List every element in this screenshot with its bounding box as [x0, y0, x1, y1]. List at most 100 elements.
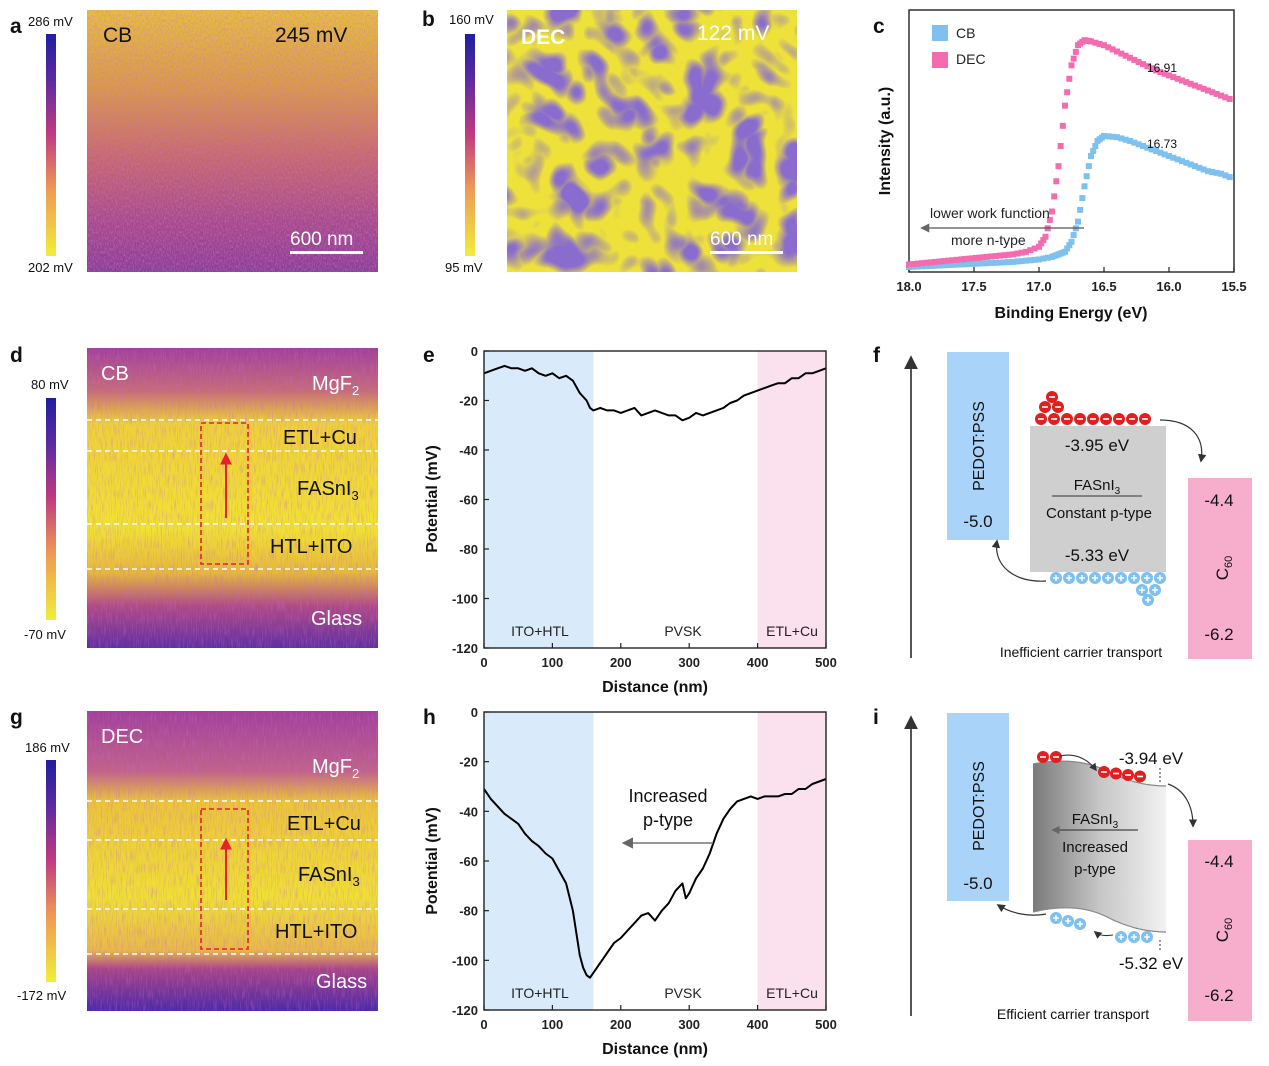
point-cb: [1131, 139, 1138, 146]
panel-letter-d: d: [10, 344, 23, 367]
region-band: [757, 712, 826, 1010]
y-tick-label: -40: [459, 443, 478, 458]
point-cb: [1183, 159, 1190, 166]
fasni-band-i: [1033, 761, 1166, 932]
point-cb: [940, 262, 947, 269]
point-dec: [919, 260, 925, 267]
point-dec: [1222, 94, 1229, 101]
point-cb: [1085, 163, 1092, 170]
point-cb: [1148, 146, 1155, 153]
c60-label-f: C60: [1213, 556, 1235, 581]
point-dec: [949, 257, 956, 264]
regions-h: [484, 712, 826, 1010]
c60-level-bot-i: -6.2: [1204, 986, 1233, 1005]
point-dec: [1072, 48, 1079, 55]
x-tick-label: 500: [815, 655, 837, 670]
x-tick-label-c: 16.5: [1091, 279, 1116, 294]
c60-sub: 60: [1223, 918, 1235, 930]
point-cb: [1209, 169, 1216, 176]
point-dec: [936, 258, 943, 265]
y-tick-label: 0: [471, 705, 478, 720]
point-cb: [919, 263, 925, 270]
point-cb: [1109, 133, 1116, 140]
layer-label-g-mgf2: MgF2: [312, 756, 359, 781]
point-dec: [906, 261, 912, 268]
cbar-min-d: -70 mV: [24, 627, 66, 642]
point-dec: [958, 256, 964, 263]
point-dec: [940, 258, 947, 265]
potential-line: [483, 364, 827, 422]
point-cb: [1196, 164, 1203, 171]
layer-text: MgF: [312, 756, 352, 778]
point-cb: [1064, 245, 1071, 252]
y-tick-label: -100: [452, 953, 478, 968]
pedot-level-i: -5.0: [963, 874, 992, 893]
point-dec: [980, 254, 987, 261]
cbar-max-g: 186 mV: [25, 740, 70, 755]
point-dec: [1055, 163, 1062, 170]
caption-i: Efficient carrier transport: [997, 1006, 1149, 1022]
y-axis-label-e: Potential (mV): [424, 445, 441, 553]
point-cb: [936, 262, 943, 269]
y-tick-label: -60: [459, 493, 478, 508]
cbar-max-d: 80 mV: [31, 377, 69, 392]
point-cb: [1062, 248, 1068, 255]
layer-text: FASnI: [297, 478, 351, 500]
point-dec: [1122, 52, 1129, 59]
layer-label-d-etl: ETL+Cu: [283, 427, 357, 449]
point-dec: [997, 252, 1003, 259]
point-cb: [1192, 163, 1198, 170]
colorbar-g: [46, 760, 56, 982]
point-cb: [1027, 257, 1034, 264]
point-dec: [1200, 85, 1207, 92]
holes-i: [1050, 912, 1153, 943]
cbar-max-b: 160 mV: [449, 12, 494, 27]
voltage-b: 122 mV: [697, 22, 769, 45]
material-text: FASnI: [1072, 811, 1113, 828]
x-tick-label: 200: [610, 655, 632, 670]
panel-f: f PEDOT:PSS -5.0 -3.95 eV FASnI3 Constan…: [873, 344, 1252, 660]
point-cb: [980, 260, 987, 267]
x-axis-label-h: Distance (nm): [602, 1041, 708, 1058]
point-dec: [1183, 79, 1190, 86]
point-cb: [972, 260, 979, 267]
point-cb: [1114, 134, 1120, 141]
c60-label-i: C60: [1213, 918, 1235, 943]
colorbar-d: [46, 398, 56, 620]
map-label-b: DEC: [521, 26, 565, 49]
c60-level-bot-f: -6.2: [1204, 625, 1233, 644]
highlight-box-g: [200, 808, 249, 950]
point-cb: [1010, 258, 1016, 265]
point-cb: [1218, 170, 1224, 177]
point-cb: [1023, 257, 1029, 264]
point-dec: [945, 257, 951, 264]
point-cb: [1153, 148, 1159, 155]
point-dec: [923, 259, 930, 266]
material-text: FASnI: [1074, 477, 1115, 494]
layer-sub: 3: [351, 488, 358, 503]
layer-label-g-htl: HTL+ITO: [275, 921, 357, 943]
point-cb: [1031, 256, 1038, 263]
point-cb: [1105, 133, 1112, 140]
panel-letter-i: i: [873, 706, 879, 729]
electrons-f: [1035, 391, 1151, 425]
region-label-e-2: PVSK: [664, 623, 702, 639]
holes-f: [1050, 572, 1166, 606]
point-dec: [976, 254, 983, 261]
panel-letter-c: c: [873, 15, 885, 38]
layer-label-d-mgf2: MgF2: [312, 373, 359, 398]
series-h: [483, 778, 827, 979]
point-cb: [1090, 148, 1097, 155]
layer-text: FASnI: [298, 864, 352, 886]
x-tick-label-c: 15.5: [1221, 279, 1246, 294]
point-dec: [1153, 67, 1159, 74]
point-cb: [1005, 259, 1012, 266]
c60-text: C: [1213, 930, 1232, 942]
point-cb: [932, 262, 938, 269]
point-dec: [1036, 243, 1042, 250]
point-cb: [1122, 136, 1129, 143]
region-band: [757, 351, 826, 648]
x-tick-label-c: 17.5: [961, 279, 986, 294]
point-dec: [972, 254, 979, 261]
point-dec: [1053, 178, 1060, 185]
